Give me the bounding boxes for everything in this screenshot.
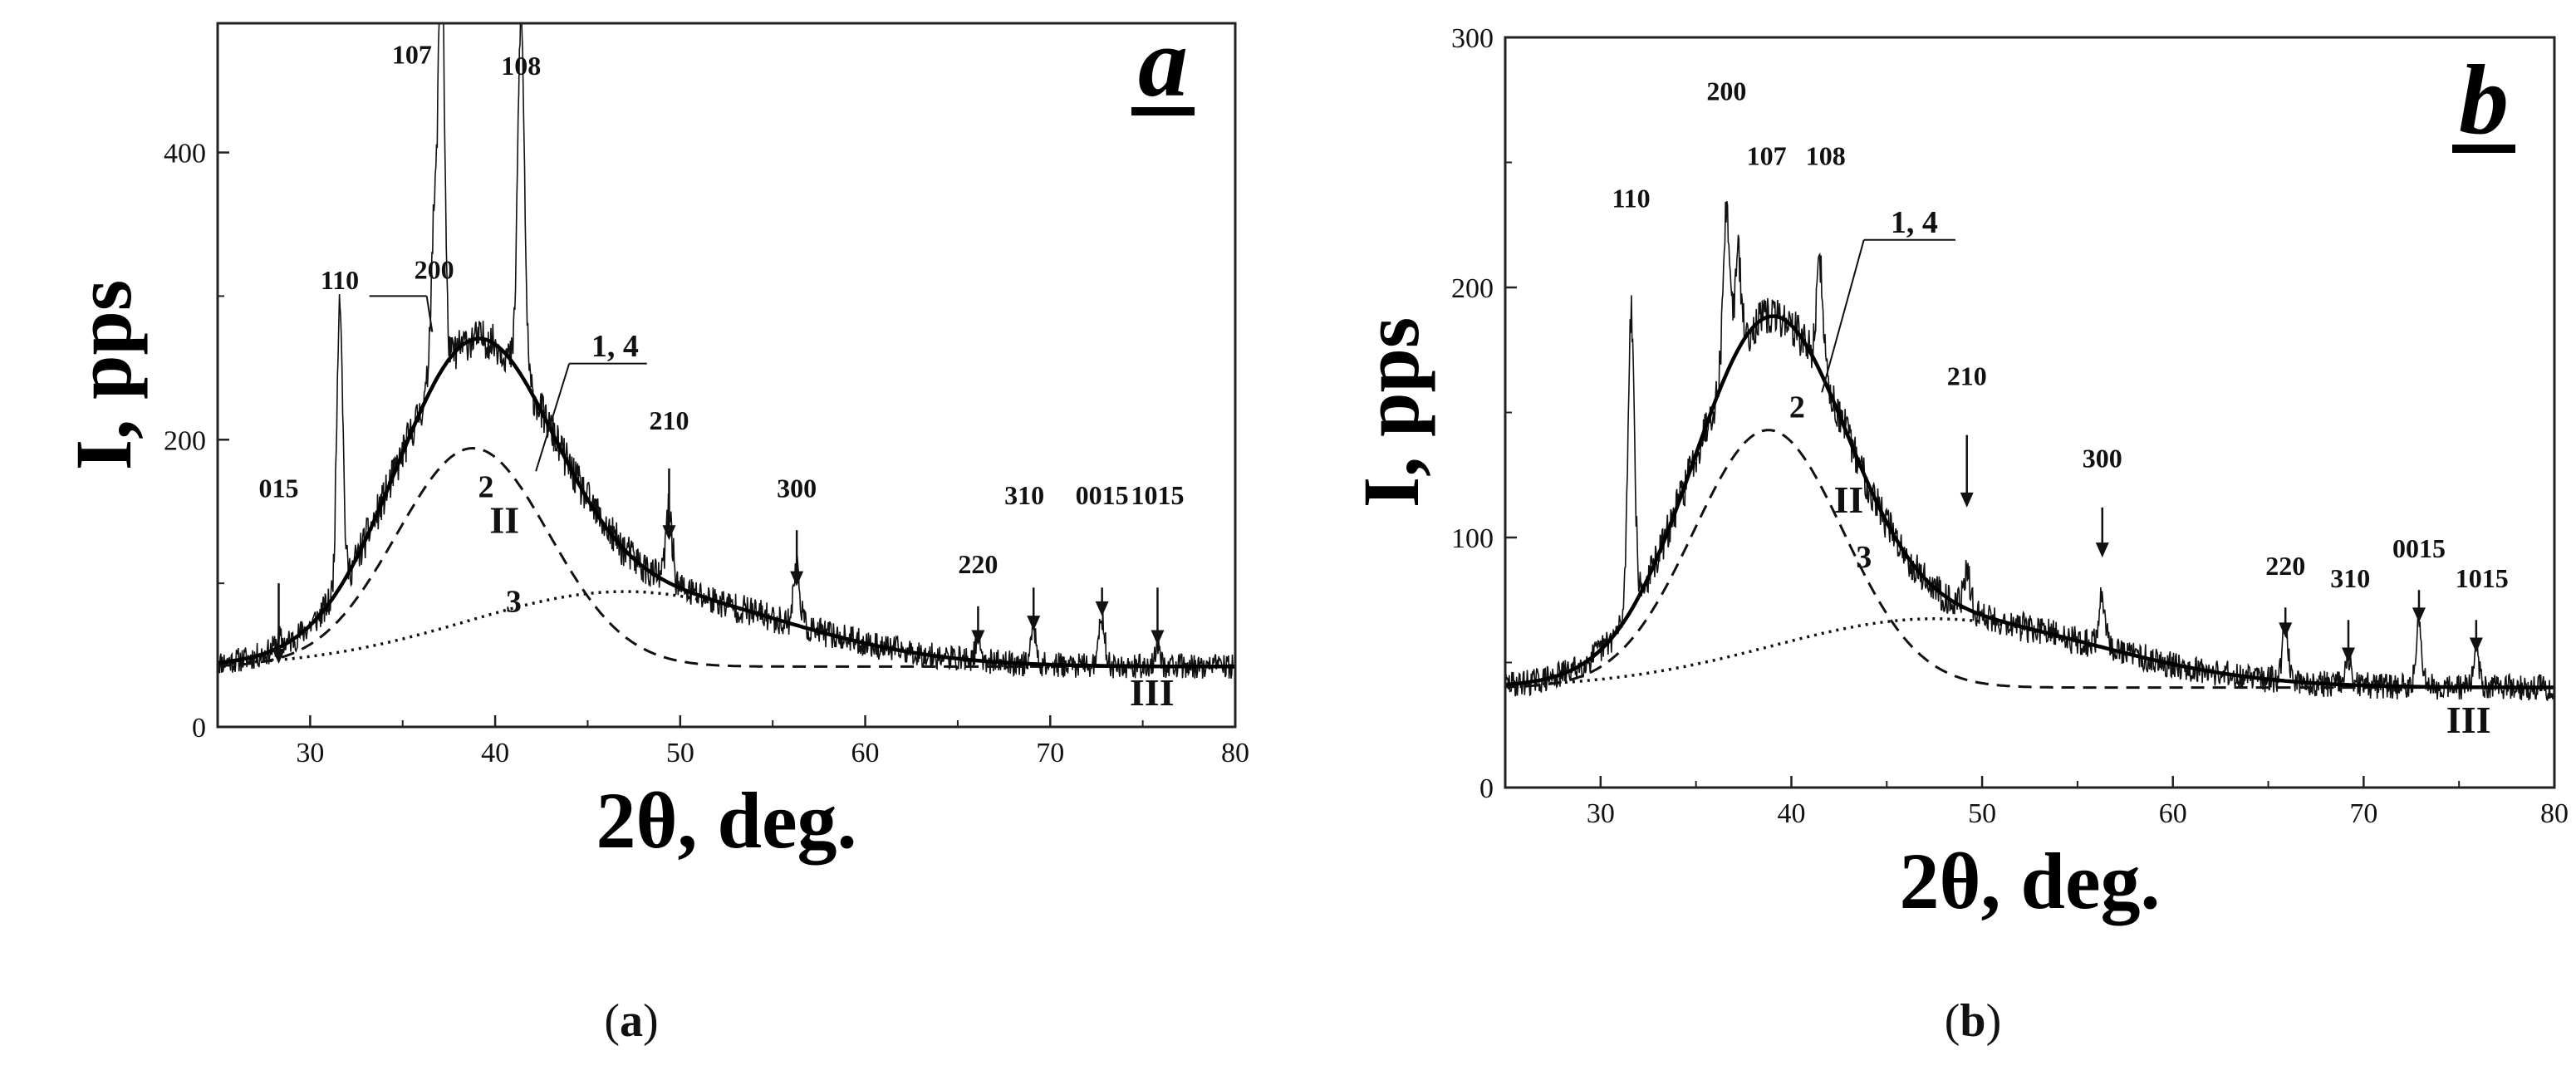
peak-label: 0015 [1076,480,1129,510]
y-tick-label: 200 [1451,273,1494,304]
peak-label: 107 [1747,141,1787,171]
x-tick-label: 30 [1587,798,1615,829]
peak-arrow-head [272,648,286,664]
peak-arrow-head [2469,637,2483,653]
x-tick-label: 50 [1968,798,1996,829]
peak-label: 108 [1806,141,1846,171]
peak-arrow-head [2412,607,2426,623]
peak-label: 1015 [1131,480,1184,510]
x-tick-label: 40 [1777,798,1805,829]
panel-caption: (b) [1945,995,2001,1047]
peak-label-leader [425,296,434,332]
x-axis-title: 2θ, deg. [1899,837,2160,925]
peak-label: 0015 [2392,533,2446,563]
peak-label: 200 [415,255,454,285]
fit-label: 1, 4 [591,329,639,364]
panel-letter: a [1138,7,1188,117]
peak-arrow-head [2279,622,2293,638]
x-axis-title: 2θ, deg. [596,776,856,865]
panel-letter-underline [1131,107,1195,115]
peak-label: 210 [649,405,689,435]
region-label: III [2446,699,2491,741]
y-tick-label: 0 [1479,773,1494,804]
peak-label: 108 [501,51,541,81]
x-tick-label: 60 [2159,798,2187,829]
peak-arrow-head [1151,630,1165,645]
peak-arrow-head [1960,492,1974,508]
region-label: II [489,499,519,542]
peak-label: 015 [259,473,299,503]
caption-close-paren: ) [643,995,659,1047]
curve-label: 2 [478,469,493,504]
y-tick-label: 400 [164,139,206,169]
curve-2-dashed-line [1505,429,2554,690]
peak-label: 310 [1004,480,1044,510]
y-tick-label: 100 [1451,523,1494,554]
region-label: II [1833,479,1863,521]
peak-label: 210 [1947,361,1987,390]
peak-arrow-head [2341,647,2355,663]
caption-letter: a [620,995,643,1047]
caption-open-paren: ( [1945,995,1960,1047]
x-tick-label: 60 [851,738,880,768]
peak-arrow-head [1027,616,1041,631]
peak-arrow-head [790,571,804,587]
x-tick-label: 30 [296,738,324,768]
fit-curve-1-4-line [218,336,1235,669]
x-tick-label: 70 [2349,798,2377,829]
y-tick-label: 200 [164,425,206,456]
caption-open-paren: ( [604,995,620,1047]
peak-label: 220 [958,549,998,579]
panel-letter: b [2459,44,2509,155]
peak-label: 1015 [2456,563,2509,593]
caption-close-paren: ) [1986,995,2002,1047]
peak-label: 220 [2265,551,2305,581]
fit-curve-1-4-line [1505,314,2554,690]
x-tick-label: 80 [2540,798,2569,829]
peak-arrow-head [662,525,676,541]
peak-label: 300 [777,473,817,503]
region-label: III [1130,671,1175,714]
caption-letter: b [1960,995,1985,1047]
panel-caption: (a) [604,995,658,1047]
x-tick-label: 80 [1221,738,1249,768]
measured-pattern-line [1505,201,2554,702]
fit-label-leader [535,363,571,472]
plot-frame [1504,36,2556,789]
peak-label: 110 [321,265,359,295]
panel-letter-underline [2452,145,2515,153]
y-axis-title: I, pps [59,280,148,471]
fit-label: 1, 4 [1891,205,1938,240]
y-tick-label: 0 [192,713,206,744]
curve-2-dashed-line [218,446,1235,668]
fit-label-leader [1821,239,1865,393]
measured-pattern-line [218,23,1235,679]
peak-arrow-head [1095,601,1109,616]
curve-label: 3 [1856,540,1872,575]
peak-label: 310 [2330,563,2370,593]
y-axis-title: I, pps [1347,317,1435,508]
peak-label: 107 [392,39,432,69]
peak-label: 300 [2083,444,2122,474]
peak-label: 110 [1612,184,1650,214]
x-tick-label: 50 [666,738,694,768]
peak-arrow-head [971,630,985,645]
y-tick-label: 300 [1451,23,1494,54]
peak-label: 200 [1706,76,1746,106]
peak-arrow-head [2095,542,2109,558]
plot-frame [216,22,1237,729]
curve-label: 2 [1789,390,1805,425]
x-tick-label: 70 [1036,738,1064,768]
x-tick-label: 40 [481,738,509,768]
curve-label: 3 [506,585,522,620]
